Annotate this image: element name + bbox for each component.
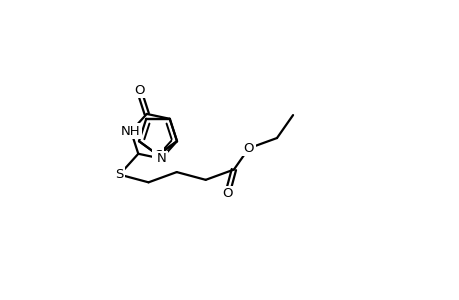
Text: N: N (156, 152, 166, 165)
Text: NH: NH (121, 125, 140, 138)
Text: O: O (243, 142, 253, 155)
Text: O: O (134, 84, 144, 97)
Text: S: S (153, 148, 162, 161)
Text: O: O (221, 187, 232, 200)
Text: S: S (115, 168, 123, 181)
